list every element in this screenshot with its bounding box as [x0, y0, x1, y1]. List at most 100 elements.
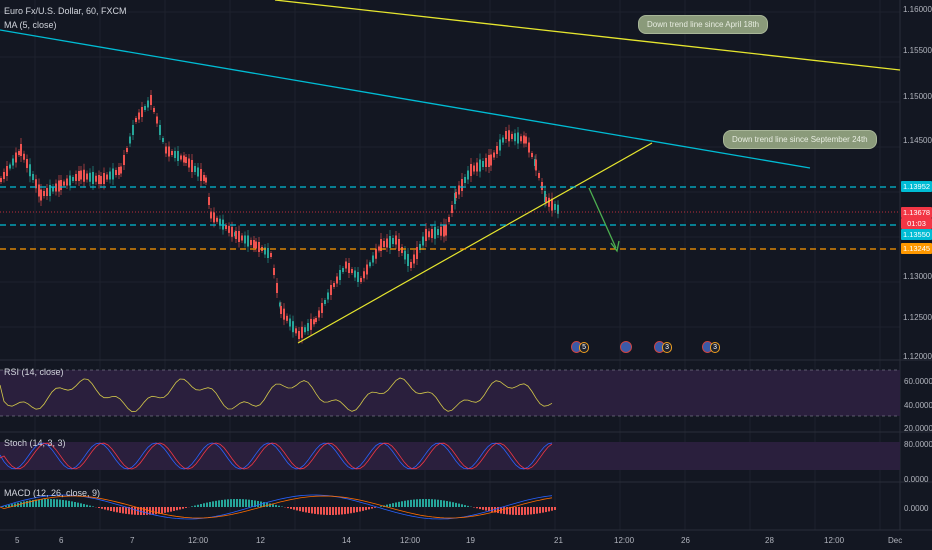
macd-histogram-bar	[302, 507, 304, 512]
candle-body	[35, 179, 37, 189]
symbol-legend[interactable]: Euro Fx/U.S. Dollar, 60, FXCM	[4, 6, 127, 16]
rsi-band	[0, 370, 900, 416]
candle-body	[375, 248, 377, 259]
candle-body	[95, 175, 97, 182]
macd-histogram-bar	[107, 507, 109, 511]
macd-histogram-bar	[287, 507, 289, 509]
candle-body	[267, 248, 269, 258]
candle-body	[180, 155, 182, 160]
economic-event-marker[interactable]	[620, 340, 638, 354]
macd-histogram-bar	[77, 502, 79, 507]
macd-histogram-bar	[518, 507, 520, 515]
macd-histogram-bar	[215, 500, 217, 507]
candle-body	[126, 148, 128, 152]
macd-histogram-bar	[539, 507, 541, 514]
candle-body	[454, 193, 456, 204]
candle-body	[132, 125, 134, 135]
candle-body	[20, 144, 22, 156]
macd-histogram-bar	[146, 507, 148, 515]
candle-body	[273, 268, 275, 275]
candle-body	[69, 175, 71, 186]
candle-body	[219, 218, 221, 226]
economic-event-marker[interactable]: 5	[571, 340, 589, 354]
candle-body	[324, 300, 326, 304]
candle-body	[162, 138, 164, 142]
candle-body	[528, 142, 530, 153]
macd-histogram-bar	[371, 507, 373, 509]
april-trendline-note[interactable]: Down trend line since April 18th	[638, 15, 769, 34]
macd-histogram-bar	[431, 499, 433, 507]
macd-histogram-bar	[329, 507, 331, 515]
macd-histogram-bar	[122, 507, 124, 514]
macd-histogram-bar	[398, 501, 400, 507]
macd-histogram-bar	[41, 499, 43, 507]
candle-body	[72, 177, 74, 181]
macd-histogram-bar	[392, 503, 394, 507]
ma-legend[interactable]: MA (5, close)	[4, 20, 57, 30]
macd-histogram-bar	[497, 507, 499, 514]
macd-histogram-bar	[239, 499, 241, 507]
macd-histogram-bar	[110, 507, 112, 512]
macd-histogram-bar	[236, 499, 238, 507]
macd-histogram-bar	[68, 500, 70, 507]
macd-legend[interactable]: MACD (12, 26, close, 9)	[4, 488, 101, 498]
price-tag-lower-cyan: 1.13550	[901, 229, 932, 240]
candle-body	[66, 178, 68, 186]
stoch-legend[interactable]: Stoch (14, 3, 3)	[4, 438, 66, 448]
candle-body	[298, 331, 300, 339]
macd-histogram-bar	[275, 504, 277, 507]
candle-body	[383, 241, 385, 247]
macd-histogram-bar	[128, 507, 130, 515]
price-tick: 1.15500	[903, 46, 932, 55]
economic-event-marker[interactable]: 3	[702, 340, 720, 354]
candle-body	[339, 270, 341, 280]
candle-body	[147, 100, 149, 108]
rsi-line	[0, 377, 553, 413]
macd-histogram-bar	[35, 499, 37, 507]
macd-histogram-bar	[515, 507, 517, 515]
candle-body	[499, 139, 501, 151]
macd-histogram-bar	[467, 505, 469, 507]
economic-event-marker[interactable]: 3	[654, 340, 672, 354]
macd-histogram-bar	[251, 500, 253, 507]
candle-body	[40, 189, 42, 201]
september-trendline-note[interactable]: Down trend line since September 24th	[723, 130, 877, 149]
candle-body	[58, 180, 60, 192]
candle-body	[445, 224, 447, 236]
candle-body	[490, 154, 492, 166]
macd-histogram-bar	[92, 506, 94, 507]
macd-histogram-bar	[437, 499, 439, 507]
candle-body	[250, 240, 252, 245]
macd-histogram-bar	[299, 507, 301, 512]
macd-histogram-bar	[347, 507, 349, 514]
candle-body	[531, 153, 533, 157]
candle-body	[159, 125, 161, 135]
candle-body	[345, 261, 347, 269]
candle-body	[458, 185, 460, 195]
candle-body	[188, 158, 190, 168]
macd-histogram-bar	[320, 507, 322, 515]
macd-histogram-bar	[419, 499, 421, 507]
candle-body	[535, 159, 537, 171]
macd-histogram-bar	[476, 507, 478, 509]
candle-body	[479, 159, 481, 172]
candle-body	[80, 170, 82, 180]
candle-body	[416, 247, 418, 259]
candle-body	[210, 211, 212, 219]
stoch-band	[0, 442, 900, 470]
candle-body	[557, 204, 559, 214]
rsi-legend[interactable]: RSI (14, close)	[4, 367, 64, 377]
macd-histogram-bar	[428, 499, 430, 507]
macd-histogram-bar	[461, 504, 463, 507]
macd-histogram-bar	[368, 507, 370, 510]
candle-body	[351, 269, 353, 273]
flag-icon	[620, 341, 632, 353]
macd-histogram-bar	[341, 507, 343, 515]
candle-body	[83, 169, 85, 182]
candle-body	[313, 319, 315, 325]
candle-body	[0, 178, 2, 182]
macd-histogram-bar	[158, 507, 160, 514]
macd-histogram-bar	[395, 502, 397, 507]
candle-body	[398, 239, 400, 251]
